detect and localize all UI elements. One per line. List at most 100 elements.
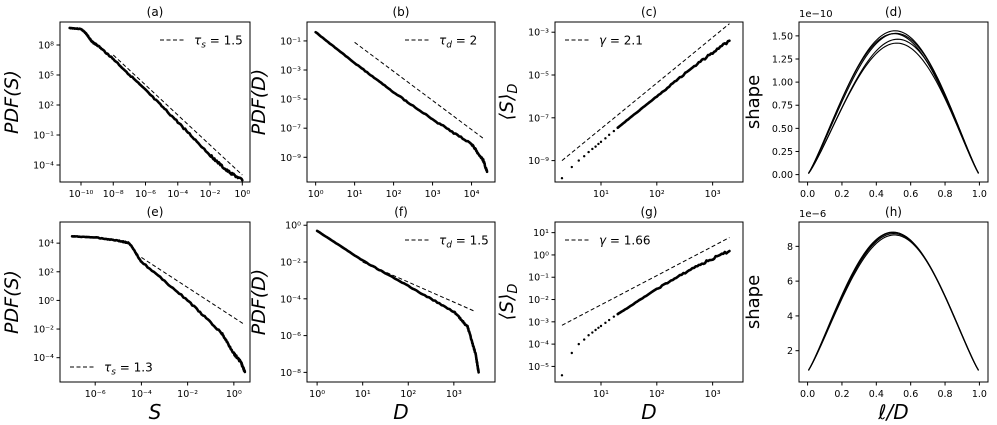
data-curve bbox=[68, 26, 244, 182]
y-tick-label: 10⁻⁴ bbox=[33, 353, 54, 364]
x-tick-label: 10³ bbox=[705, 189, 721, 200]
legend-value: = 1.3 bbox=[116, 361, 153, 375]
reference-line bbox=[561, 23, 730, 161]
data-curve bbox=[616, 39, 731, 130]
x-tick-label: 10⁰ bbox=[308, 189, 324, 200]
legend: γ = 1.66 bbox=[565, 234, 651, 248]
y-tick-label: 0.75 bbox=[772, 101, 793, 112]
reference-line bbox=[362, 261, 476, 313]
legend-symbol: τ bbox=[439, 34, 447, 48]
panel-b: (b) 10⁰ 10¹ 10² 10³ 10⁴ 10⁻⁹ 10⁻⁷ 10⁻⁵ 10⁻³ 10⁻¹ PD… bbox=[248, 5, 496, 200]
shape-curve bbox=[807, 33, 980, 174]
y-axis-label: ⟨S⟩D bbox=[496, 84, 521, 121]
y-tick-label: 10⁻⁵ bbox=[528, 362, 549, 373]
y-tick-label: 10⁻⁷ bbox=[280, 124, 301, 135]
x-tick-label: 1.0 bbox=[972, 189, 987, 200]
legend-label: τd = 1.5 bbox=[439, 234, 489, 251]
axes-frame bbox=[306, 221, 496, 383]
y-tick-label: 10⁸ bbox=[38, 41, 54, 52]
plot-area bbox=[807, 30, 980, 174]
panel-g: (g) 10¹ 10² 10³ 10⁻⁵ 10⁻⁴ 10⁻³ 10⁻² 10⁻¹ 10⁰ 10¹ ⟨S… bbox=[496, 205, 744, 424]
x-tick-label: 0.4 bbox=[869, 389, 884, 400]
y-label-sub: D bbox=[506, 84, 521, 94]
reference-line bbox=[354, 41, 484, 139]
plot-area bbox=[807, 231, 980, 371]
legend: τs = 1.5 bbox=[160, 34, 243, 51]
data-curve bbox=[315, 229, 480, 374]
x-tick-label: 10⁰ bbox=[309, 389, 325, 400]
x-tick-label: 10⁰ bbox=[234, 189, 250, 200]
x-tick-label: 1.0 bbox=[972, 389, 987, 400]
data-point bbox=[570, 351, 574, 355]
reference-line bbox=[141, 257, 246, 326]
x-tick-label: 0.0 bbox=[800, 189, 815, 200]
x-axis-label: S bbox=[149, 400, 162, 424]
legend-value: = 2.1 bbox=[606, 34, 643, 48]
panel-a: (a) 10⁻¹⁰ 10⁻⁸ 10⁻⁶ 10⁻⁴ 10⁻² 10⁰ 10⁻⁴ 10⁻¹ 10² 10… bbox=[1, 5, 251, 200]
y-tick-label: 10⁰ bbox=[285, 221, 301, 232]
shape-curve bbox=[807, 32, 980, 174]
legend: τs = 1.3 bbox=[70, 361, 153, 378]
data-point bbox=[599, 140, 603, 144]
y-tick-label: 10⁻⁴ bbox=[528, 340, 549, 351]
y-tick-label: 0.50 bbox=[772, 124, 793, 135]
y-tick-label: 10⁻⁹ bbox=[528, 156, 549, 167]
y-tick-label: 10⁰ bbox=[533, 250, 549, 261]
legend: γ = 2.1 bbox=[565, 34, 643, 48]
panel-title: (h) bbox=[885, 205, 902, 219]
x-tick-label: 10⁴ bbox=[464, 189, 480, 200]
x-tick-label: 10⁻⁶ bbox=[135, 189, 156, 200]
y-tick-label: 10⁻³ bbox=[280, 66, 301, 77]
y-tick-label: 10⁻⁴ bbox=[33, 161, 54, 172]
y-tick-label: 2 bbox=[787, 346, 793, 357]
y-tick-label: 10⁻¹ bbox=[528, 273, 549, 284]
legend-symbol: τ bbox=[439, 234, 447, 248]
panel-title: (g) bbox=[641, 205, 658, 219]
data-point bbox=[560, 177, 564, 180]
y-label-sub: D bbox=[506, 284, 521, 294]
y-axis-label: PDF(D) bbox=[248, 269, 270, 335]
y-tick-label: 10⁻⁵ bbox=[528, 71, 549, 82]
legend-symbol: γ bbox=[599, 34, 607, 48]
y-tick-label: 10⁻⁹ bbox=[280, 153, 301, 164]
y-axis-label: ⟨S⟩D bbox=[496, 284, 521, 321]
x-tick-label: 0.2 bbox=[834, 389, 849, 400]
y-tick-label: 10² bbox=[38, 101, 54, 112]
panel-d: (d) 0.0 0.2 0.4 0.6 0.8 1.0 0.00 0.25 0.50 0.75 1.0… bbox=[743, 5, 989, 200]
data-point bbox=[599, 324, 603, 328]
y-tick-label: 10¹ bbox=[533, 228, 549, 239]
legend-subscript: s bbox=[201, 41, 206, 51]
x-tick-label: 10³ bbox=[705, 389, 721, 400]
y-tick-label: 0.25 bbox=[772, 147, 793, 158]
y-tick-label: 10⁻³ bbox=[528, 317, 549, 328]
plot-area bbox=[560, 237, 731, 377]
x-tick-label: 10⁻⁴ bbox=[131, 389, 152, 400]
x-tick-label: 10⁻⁴ bbox=[167, 189, 188, 200]
x-tick-label: 10⁰ bbox=[226, 389, 242, 400]
shape-curve bbox=[807, 42, 980, 174]
panel-f: (f) 10⁰ 10¹ 10² 10³ 10⁻⁸ 10⁻⁶ 10⁻⁴ 10⁻² 10⁰ PDF(D)… bbox=[248, 205, 496, 424]
legend-label: τs = 1.5 bbox=[194, 34, 243, 51]
panel-h: (h) 0.0 0.2 0.4 0.6 0.8 1.0 2 4 6 8 1e−6 shape ℓ/D bbox=[743, 205, 989, 424]
axes-frame bbox=[554, 221, 744, 383]
axes-frame bbox=[59, 21, 251, 183]
data-point bbox=[604, 321, 607, 325]
y-tick-label: 10⁵ bbox=[38, 71, 54, 82]
y-axis-label: PDF(D) bbox=[248, 69, 270, 135]
y-axis-label: shape bbox=[743, 275, 764, 329]
y-tick-label: 10⁻² bbox=[528, 295, 549, 306]
y-tick-label: 8 bbox=[787, 242, 793, 253]
y-tick-label: 10⁻¹ bbox=[33, 131, 54, 142]
legend-subscript: d bbox=[446, 41, 452, 51]
legend-label: γ = 1.66 bbox=[599, 234, 651, 248]
panel-title: (b) bbox=[393, 5, 410, 19]
y-axis-label: shape bbox=[743, 75, 764, 129]
y-tick-label: 10⁻² bbox=[280, 258, 301, 269]
x-axis-label: D bbox=[393, 400, 408, 424]
data-point bbox=[594, 328, 597, 332]
y-tick-label: 6 bbox=[787, 277, 793, 288]
shape-curve bbox=[807, 231, 980, 371]
x-tick-label: 0.0 bbox=[800, 389, 815, 400]
